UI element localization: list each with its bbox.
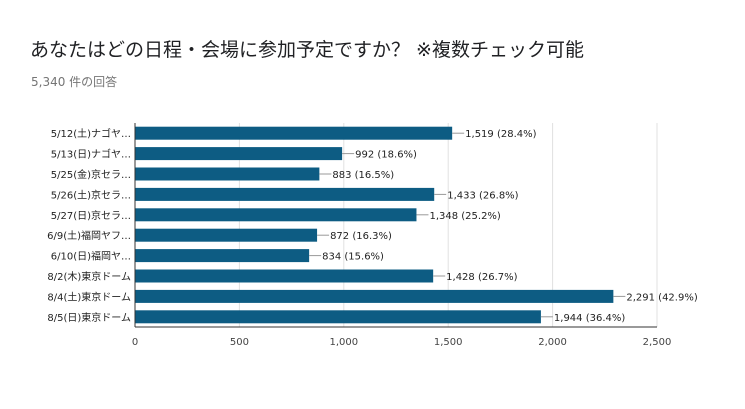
category-label-3: 5/26(土)京セラ… bbox=[51, 188, 131, 201]
x-tick-label-2500: 2,500 bbox=[643, 337, 672, 348]
category-label-0: 5/12(土)ナゴヤ… bbox=[51, 127, 131, 140]
bar-0 bbox=[135, 126, 453, 140]
data-label-6: 834 (15.6%) bbox=[322, 252, 384, 263]
data-label-3: 1,433 (26.8%) bbox=[447, 190, 518, 201]
bar-7 bbox=[135, 269, 434, 283]
category-label-7: 8/2(木)東京ドーム bbox=[47, 270, 131, 283]
category-label-1: 5/13(日)ナゴヤ… bbox=[51, 148, 131, 161]
response-count: 5,340 件の回答 bbox=[31, 75, 118, 89]
data-label-5: 872 (16.3%) bbox=[330, 231, 392, 242]
x-tick-label-0: 0 bbox=[132, 337, 138, 348]
bar-8 bbox=[135, 289, 614, 303]
data-label-9: 1,944 (36.4%) bbox=[554, 313, 625, 324]
data-label-4: 1,348 (25.2%) bbox=[429, 211, 500, 222]
category-label-9: 8/5(日)東京ドーム bbox=[47, 311, 131, 324]
bar-5 bbox=[135, 228, 318, 242]
x-tick-label-2000: 2,000 bbox=[538, 337, 567, 348]
x-tick-label-1500: 1,500 bbox=[434, 337, 463, 348]
chart-title: あなたはどの日程・会場に参加予定ですか？ ※複数チェック可能 bbox=[30, 39, 584, 61]
data-label-0: 1,519 (28.4%) bbox=[465, 129, 536, 140]
bar-2 bbox=[135, 167, 320, 181]
bar-6 bbox=[135, 249, 310, 263]
bar-4 bbox=[135, 208, 417, 222]
category-label-6: 6/10(日)福岡ヤ… bbox=[51, 250, 131, 263]
data-label-2: 883 (16.5%) bbox=[332, 170, 394, 181]
bar-9 bbox=[135, 310, 541, 324]
bar-1 bbox=[135, 147, 343, 161]
category-label-5: 6/9(土)福岡ヤフ… bbox=[47, 229, 131, 242]
data-label-7: 1,428 (26.7%) bbox=[446, 272, 517, 283]
bar-3 bbox=[135, 187, 435, 201]
data-label-8: 2,291 (42.9%) bbox=[626, 292, 697, 303]
data-label-1: 992 (18.6%) bbox=[355, 150, 417, 161]
x-tick-label-1000: 1,000 bbox=[329, 337, 358, 348]
category-label-4: 5/27(日)京セラ… bbox=[51, 209, 131, 222]
x-tick-label-500: 500 bbox=[230, 337, 249, 348]
category-label-8: 8/4(土)東京ドーム bbox=[47, 290, 131, 303]
category-label-2: 5/25(金)京セラ… bbox=[51, 168, 131, 181]
